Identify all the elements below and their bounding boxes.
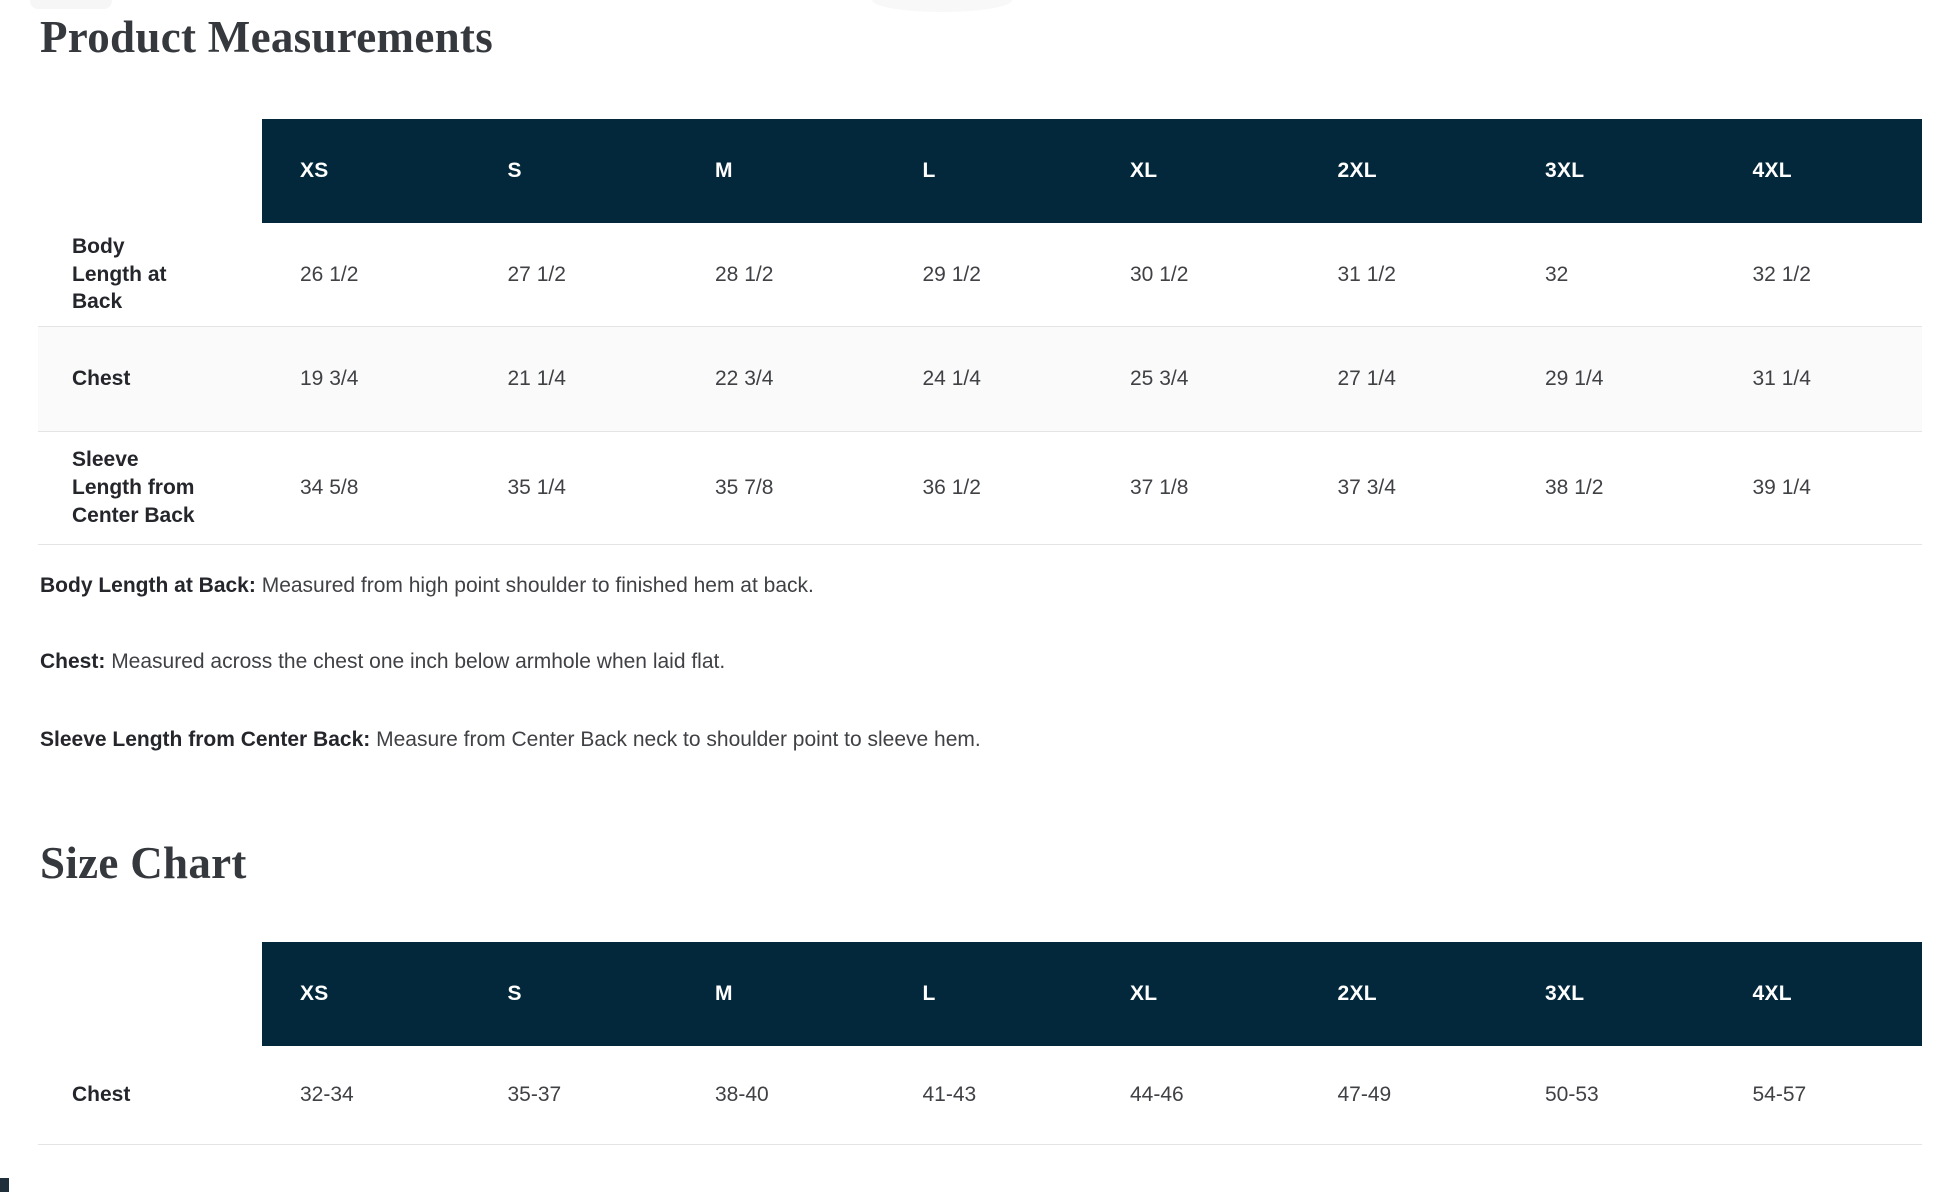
table-row-body-length: Body Length at Back 26 1/2 27 1/2 28 1/2… (38, 223, 1922, 327)
header-spacer-cell (38, 119, 262, 223)
row-label: Body Length at Back (72, 234, 167, 314)
note-term: Sleeve Length from Center Back: (40, 728, 371, 751)
measurement-value-cell: 22 3/4 (715, 367, 774, 390)
row-label: Sleeve Length from Center Back (72, 448, 195, 527)
size-chart-header-row: XS S M L XL 2XL 3XL 4XL (38, 942, 1922, 1046)
measurement-value-cell: 26 1/2 (300, 262, 359, 286)
table-row-chest: Chest 19 3/4 21 1/4 22 3/4 24 1/4 25 3/4… (38, 327, 1922, 432)
measurement-value-cell: 30 1/2 (1130, 262, 1189, 286)
size-range-cell: 47-49 (1337, 1083, 1392, 1106)
measurement-value-cell: 24 1/4 (922, 367, 981, 390)
size-range-cell: 32-34 (300, 1083, 354, 1106)
note-term: Chest: (40, 650, 106, 673)
measurement-value-cell: 32 1/2 (1752, 262, 1811, 286)
size-column-header-4xl: 4XL (1714, 942, 1922, 1046)
note-definition: Measured from high point shoulder to fin… (261, 574, 814, 597)
table-row-chest-range: Chest 32-34 35-37 38-40 41-43 44-46 47-4… (38, 1046, 1922, 1145)
size-range-cell: 35-37 (507, 1083, 562, 1106)
measurement-value-cell: 39 1/4 (1752, 476, 1811, 499)
size-column-header-xs: XS (262, 942, 470, 1046)
measurement-value-cell: 31 1/4 (1752, 367, 1811, 390)
note-chest: Chest: Measured across the chest one inc… (40, 649, 725, 675)
size-column-header-s: S (469, 119, 677, 223)
note-definition: Measured across the chest one inch below… (111, 650, 726, 673)
measurement-value-cell: 29 1/4 (1545, 367, 1604, 390)
note-definition: Measure from Center Back neck to shoulde… (376, 728, 981, 751)
size-column-header-l: L (884, 119, 1092, 223)
measurement-value-cell: 32 (1545, 262, 1569, 286)
measurement-value-cell: 36 1/2 (922, 476, 981, 499)
measurement-value-cell: 19 3/4 (300, 367, 359, 390)
measurement-value-cell: 21 1/4 (507, 367, 566, 390)
note-body-length: Body Length at Back: Measured from high … (40, 573, 814, 599)
cropped-corner-fragment (0, 1178, 9, 1192)
note-term: Body Length at Back: (40, 574, 256, 597)
size-column-header-m: M (677, 119, 885, 223)
size-column-header-4xl: 4XL (1714, 119, 1922, 223)
note-sleeve-length: Sleeve Length from Center Back: Measure … (40, 727, 981, 753)
measurement-value-cell: 37 3/4 (1337, 476, 1396, 499)
size-column-header-xl: XL (1092, 119, 1300, 223)
size-column-header-m: M (677, 942, 885, 1046)
size-column-header-s: S (469, 942, 677, 1046)
size-range-cell: 54-57 (1752, 1083, 1807, 1106)
size-column-header-3xl: 3XL (1507, 119, 1715, 223)
measurement-value-cell: 37 1/8 (1130, 476, 1189, 499)
row-label: Chest (72, 1083, 131, 1107)
measurement-value-cell: 35 7/8 (715, 476, 774, 499)
measurement-value-cell: 29 1/2 (922, 262, 981, 286)
measurements-header-row: XS S M L XL 2XL 3XL 4XL (38, 119, 1922, 223)
measurement-value-cell: 34 5/8 (300, 476, 359, 499)
measurement-value-cell: 35 1/4 (507, 476, 566, 499)
size-column-header-l: L (884, 942, 1092, 1046)
product-measurements-table: XS S M L XL 2XL 3XL 4XL Body Length at B… (38, 119, 1922, 545)
size-range-cell: 41-43 (922, 1083, 977, 1106)
size-range-cell: 50-53 (1545, 1083, 1599, 1106)
size-range-cell: 38-40 (715, 1083, 769, 1106)
table-row-sleeve-length: Sleeve Length from Center Back 34 5/8 35… (38, 432, 1922, 545)
cropped-button-fragment-center[interactable] (872, 0, 1012, 12)
measurement-value-cell: 25 3/4 (1130, 367, 1189, 390)
size-column-header-2xl: 2XL (1299, 942, 1507, 1046)
cropped-button-fragment-left[interactable] (30, 0, 112, 9)
size-column-header-2xl: 2XL (1299, 119, 1507, 223)
measurement-value-cell: 27 1/4 (1337, 367, 1396, 390)
header-spacer-cell (38, 942, 262, 1046)
measurement-value-cell: 28 1/2 (715, 262, 774, 286)
measurement-value-cell: 31 1/2 (1337, 262, 1396, 286)
size-chart-title: Size Chart (40, 838, 247, 888)
product-measurements-title: Product Measurements (40, 12, 494, 62)
size-column-header-xl: XL (1092, 942, 1300, 1046)
row-label: Chest (72, 367, 131, 391)
size-range-cell: 44-46 (1130, 1083, 1184, 1106)
measurement-value-cell: 38 1/2 (1545, 476, 1604, 499)
measurement-value-cell: 27 1/2 (507, 262, 566, 286)
size-column-header-3xl: 3XL (1507, 942, 1715, 1046)
size-chart-table: XS S M L XL 2XL 3XL 4XL Chest 32-34 35-3… (38, 942, 1922, 1145)
size-column-header-xs: XS (262, 119, 470, 223)
